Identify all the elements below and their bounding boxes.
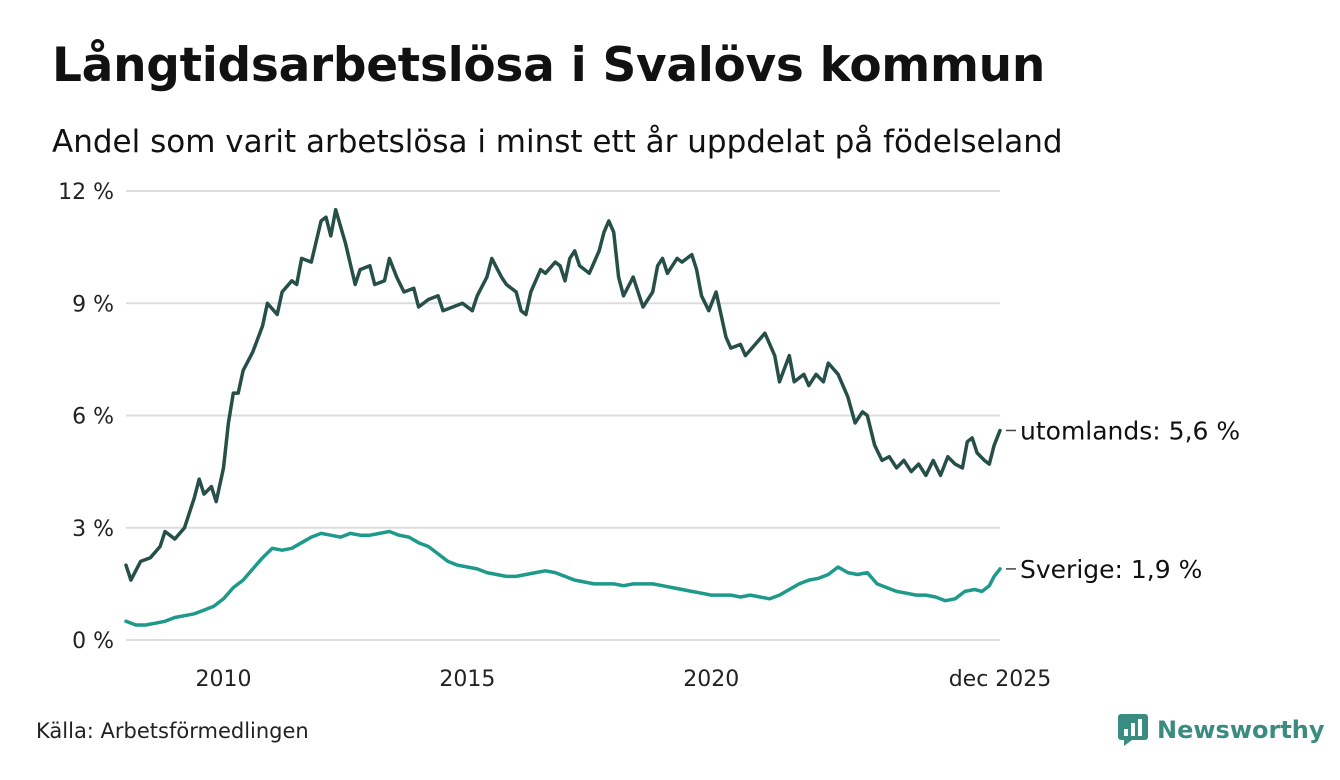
x-axis-ticks: 2010 2015 2020 dec 2025 [196,667,1052,692]
brand-logo: Newsworthy [1118,714,1325,746]
chart-title: Långtidsarbetslösa i Svalövs kommun [52,38,1045,93]
y-tick-label: 6 % [72,405,114,430]
y-axis-ticks: 0 % 3 % 6 % 9 % 12 % [58,180,114,654]
end-label-sverige: Sverige: 1,9 % [1020,555,1202,584]
series-line-utomlands [124,207,1002,582]
chart-subtitle: Andel som varit arbetslösa i minst ett å… [52,124,1063,160]
end-label-utomlands: utomlands: 5,6 % [1020,416,1240,445]
brand-name: Newsworthy [1157,716,1325,744]
series-lines [124,207,1002,627]
x-tick-label: 2015 [439,667,495,692]
x-tick-label: 2010 [196,667,252,692]
source-note: Källa: Arbetsförmedlingen [36,719,309,743]
y-tick-label: 0 % [72,629,114,654]
x-tick-label: 2020 [683,667,739,692]
y-tick-label: 3 % [72,517,114,542]
y-tick-label: 9 % [72,292,114,317]
newsworthy-logo-icon [1118,714,1148,746]
x-tick-label: dec 2025 [949,667,1052,692]
y-tick-label: 12 % [58,180,114,205]
end-labels: utomlands: 5,6 % Sverige: 1,9 % [1006,416,1240,584]
series-line-sverige [124,529,1002,627]
